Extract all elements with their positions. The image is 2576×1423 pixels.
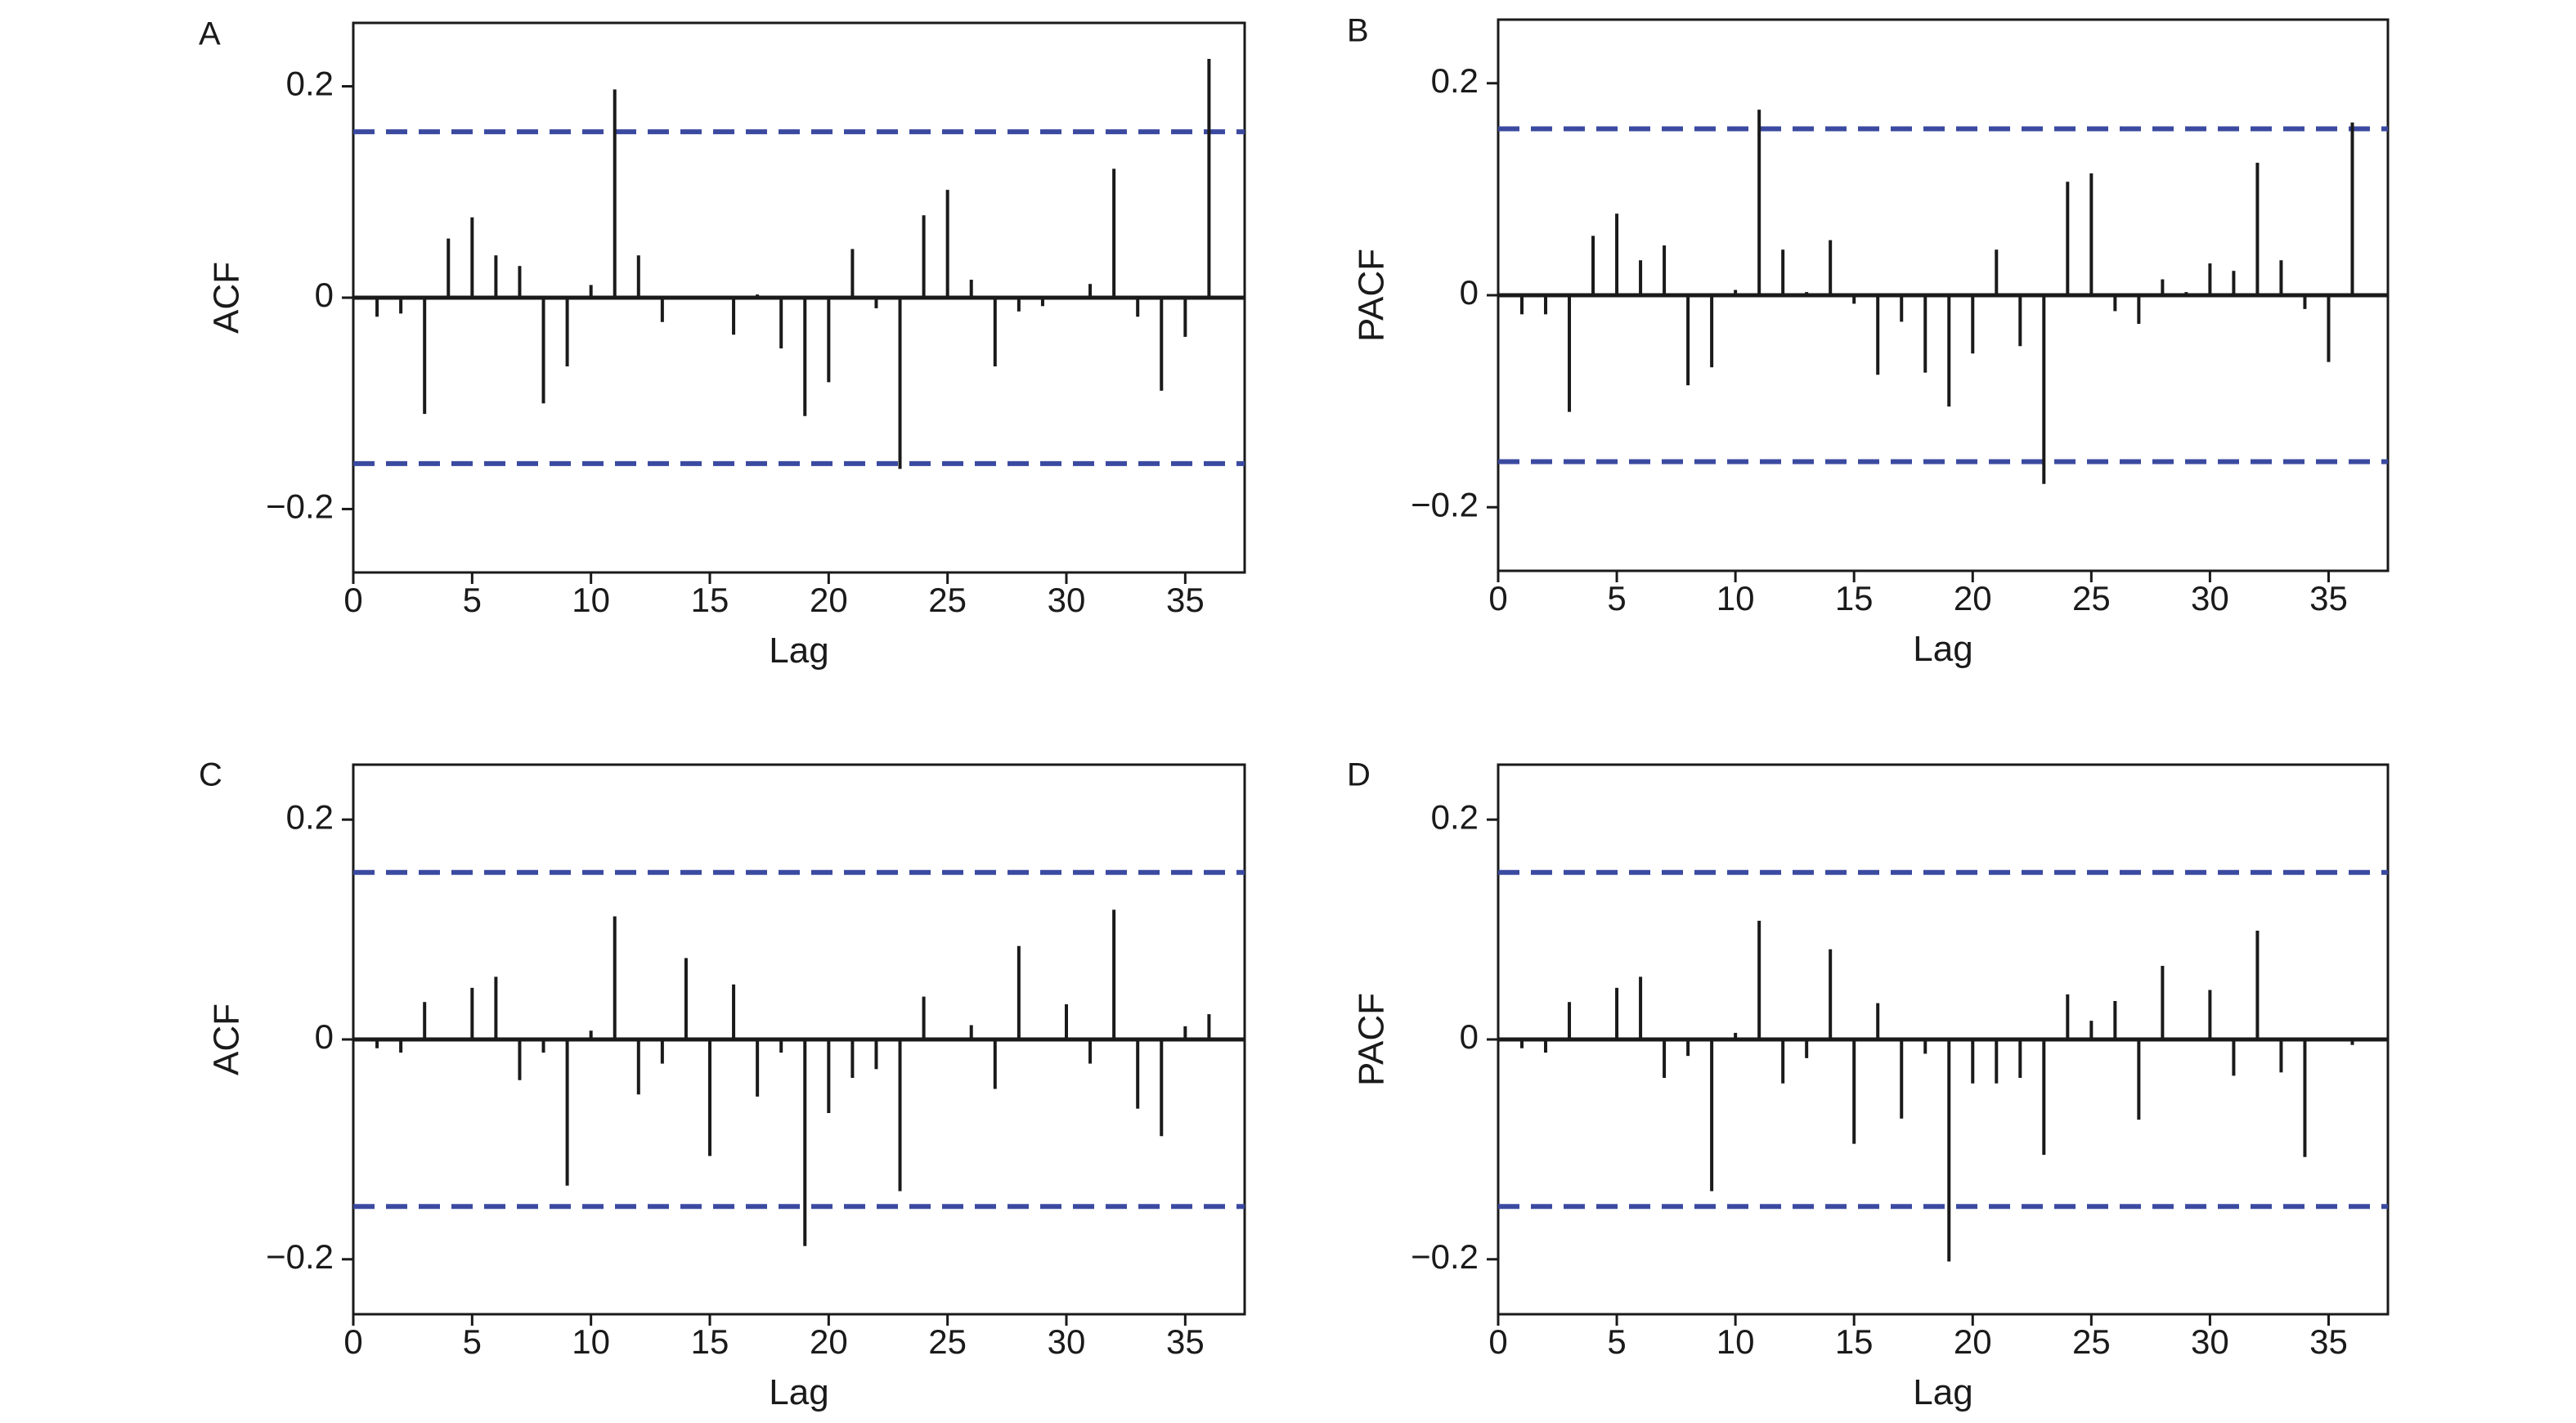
x-tick-label: 10 bbox=[1717, 1322, 1755, 1361]
x-tick-label: 30 bbox=[2191, 1322, 2229, 1361]
x-axis-label: Lag bbox=[1913, 629, 1972, 669]
x-tick-label: 15 bbox=[1835, 579, 1874, 617]
x-tick-label: 25 bbox=[928, 581, 967, 619]
y-tick-label: 0.2 bbox=[1431, 61, 1479, 100]
y-tick-label: 0 bbox=[1460, 1017, 1479, 1056]
x-tick-label: 35 bbox=[1166, 581, 1205, 619]
panel-letter: C bbox=[199, 757, 222, 793]
x-tick-label: 35 bbox=[2309, 579, 2348, 617]
y-axis-label: PACF bbox=[1352, 993, 1392, 1086]
y-axis-label: PACF bbox=[1352, 249, 1392, 342]
x-tick-label: 5 bbox=[463, 581, 482, 619]
y-tick-label: −0.2 bbox=[1411, 1237, 1479, 1276]
panel-b: B 0 5 10 15 20 25 30 35 −0.2 0 0.2 Lag PACF bbox=[1347, 13, 2390, 669]
panel-a: A 0 5 10 15 20 25 30 35 −0.2 0 0.2 Lag ACF bbox=[199, 16, 1246, 671]
x-tick-label: 35 bbox=[1166, 1322, 1205, 1361]
y-tick-label: 0 bbox=[315, 1017, 334, 1056]
y-tick-label: 0 bbox=[1460, 273, 1479, 312]
x-tick-label: 10 bbox=[1717, 579, 1755, 617]
panel-letter: A bbox=[199, 16, 221, 52]
panel-letter: B bbox=[1347, 13, 1369, 49]
y-tick-label: 0.2 bbox=[286, 797, 334, 836]
x-tick-label: 5 bbox=[1607, 579, 1626, 617]
x-tick-label: 5 bbox=[1607, 1322, 1626, 1361]
x-tick-label: 20 bbox=[1954, 1322, 1992, 1361]
panel-d: D 0 5 10 15 20 25 30 35 −0.2 0 0.2 Lag PACF bbox=[1347, 757, 2390, 1412]
x-tick-label: 25 bbox=[2072, 579, 2111, 617]
x-tick-label: 10 bbox=[572, 1322, 610, 1361]
x-tick-label: 15 bbox=[691, 1322, 729, 1361]
x-tick-label: 25 bbox=[928, 1322, 967, 1361]
x-tick-label: 35 bbox=[2309, 1322, 2348, 1361]
x-tick-label: 0 bbox=[343, 1322, 362, 1361]
x-tick-label: 30 bbox=[2191, 579, 2229, 617]
y-axis-label: ACF bbox=[207, 1003, 247, 1075]
x-tick-label: 20 bbox=[810, 1322, 848, 1361]
x-tick-label: 20 bbox=[1954, 579, 1992, 617]
y-tick-label: 0 bbox=[315, 276, 334, 314]
y-tick-label: 0.2 bbox=[1431, 797, 1479, 836]
x-tick-label: 30 bbox=[1048, 581, 1086, 619]
panel-c: C 0 5 10 15 20 25 30 35 −0.2 0 0.2 Lag ACF bbox=[199, 757, 1246, 1412]
x-axis-label: Lag bbox=[769, 1372, 828, 1412]
x-tick-label: 0 bbox=[1488, 1322, 1507, 1361]
x-tick-label: 0 bbox=[1488, 579, 1507, 617]
y-tick-label: 0.2 bbox=[286, 65, 334, 103]
x-axis-label: Lag bbox=[769, 631, 828, 671]
panel-letter: D bbox=[1347, 757, 1371, 793]
y-axis-label: ACF bbox=[207, 262, 247, 334]
x-tick-label: 0 bbox=[343, 581, 362, 619]
x-tick-label: 30 bbox=[1048, 1322, 1086, 1361]
x-tick-label: 25 bbox=[2072, 1322, 2111, 1361]
x-tick-label: 15 bbox=[691, 581, 729, 619]
y-tick-label: −0.2 bbox=[1411, 485, 1479, 523]
x-axis-label: Lag bbox=[1913, 1372, 1972, 1412]
x-tick-label: 10 bbox=[572, 581, 610, 619]
x-tick-label: 5 bbox=[463, 1322, 482, 1361]
y-tick-label: −0.2 bbox=[266, 1237, 334, 1276]
x-tick-label: 20 bbox=[810, 581, 848, 619]
x-tick-label: 15 bbox=[1835, 1322, 1874, 1361]
y-tick-label: −0.2 bbox=[266, 487, 334, 526]
